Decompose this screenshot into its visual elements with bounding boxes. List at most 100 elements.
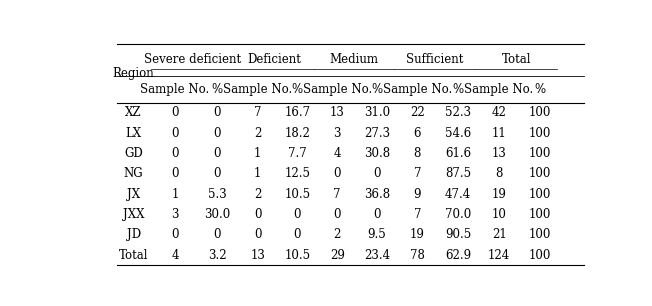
Text: 5.3: 5.3 (207, 188, 226, 201)
Text: 0: 0 (373, 167, 381, 180)
Text: 1: 1 (171, 188, 179, 201)
Text: LX: LX (126, 127, 141, 140)
Text: 100: 100 (529, 147, 551, 160)
Text: 4: 4 (333, 147, 341, 160)
Text: 9: 9 (413, 188, 421, 201)
Text: 0: 0 (171, 106, 179, 119)
Text: Medium: Medium (329, 53, 378, 66)
Text: 100: 100 (529, 208, 551, 221)
Text: Sample No.: Sample No. (303, 83, 372, 96)
Text: 36.8: 36.8 (364, 188, 390, 201)
Text: %: % (211, 83, 222, 96)
Text: 7.7: 7.7 (288, 147, 307, 160)
Text: 19: 19 (410, 228, 424, 241)
Text: Total: Total (501, 53, 531, 66)
Text: 7: 7 (413, 208, 421, 221)
Text: 47.4: 47.4 (445, 188, 471, 201)
Text: %: % (292, 83, 303, 96)
Text: JXX: JXX (123, 208, 145, 221)
Text: 100: 100 (529, 127, 551, 140)
Text: 18.2: 18.2 (284, 127, 310, 140)
Text: 2: 2 (254, 188, 261, 201)
Text: Sample No.: Sample No. (383, 83, 452, 96)
Text: 100: 100 (529, 188, 551, 201)
Text: 10.5: 10.5 (284, 248, 310, 262)
Text: 3: 3 (333, 127, 341, 140)
Text: 10: 10 (492, 208, 507, 221)
Text: 31.0: 31.0 (364, 106, 390, 119)
Text: 0: 0 (171, 147, 179, 160)
Text: Severe deficient: Severe deficient (144, 53, 241, 66)
Text: 12.5: 12.5 (284, 167, 310, 180)
Text: 10.5: 10.5 (284, 188, 310, 201)
Text: 0: 0 (213, 127, 221, 140)
Text: 13: 13 (492, 147, 507, 160)
Text: 54.6: 54.6 (445, 127, 471, 140)
Text: 6: 6 (413, 127, 421, 140)
Text: 0: 0 (213, 167, 221, 180)
Text: GD: GD (125, 147, 143, 160)
Text: 100: 100 (529, 228, 551, 241)
Text: 16.7: 16.7 (284, 106, 310, 119)
Text: 1: 1 (254, 147, 261, 160)
Text: 9.5: 9.5 (368, 228, 386, 241)
Text: 2: 2 (254, 127, 261, 140)
Text: 78: 78 (410, 248, 424, 262)
Text: 0: 0 (254, 228, 261, 241)
Text: 100: 100 (529, 106, 551, 119)
Text: 13: 13 (250, 248, 265, 262)
Text: 0: 0 (213, 106, 221, 119)
Text: 7: 7 (413, 167, 421, 180)
Text: 0: 0 (171, 228, 179, 241)
Text: Sample No.: Sample No. (140, 83, 209, 96)
Text: 21: 21 (492, 228, 507, 241)
Text: 0: 0 (171, 127, 179, 140)
Text: 7: 7 (333, 188, 341, 201)
Text: Sample No.: Sample No. (223, 83, 292, 96)
Text: 62.9: 62.9 (445, 248, 471, 262)
Text: 0: 0 (293, 208, 301, 221)
Text: Sufficient: Sufficient (406, 53, 463, 66)
Text: 0: 0 (213, 228, 221, 241)
Text: 30.0: 30.0 (204, 208, 230, 221)
Text: 8: 8 (496, 167, 503, 180)
Text: 0: 0 (171, 167, 179, 180)
Text: 7: 7 (254, 106, 261, 119)
Text: 0: 0 (254, 208, 261, 221)
Text: 0: 0 (333, 208, 341, 221)
Text: 27.3: 27.3 (364, 127, 390, 140)
Text: 2: 2 (333, 228, 341, 241)
Text: 90.5: 90.5 (445, 228, 471, 241)
Text: %: % (452, 83, 464, 96)
Text: 29: 29 (330, 248, 345, 262)
Text: Region: Region (113, 67, 155, 80)
Text: Sample No.: Sample No. (464, 83, 534, 96)
Text: %: % (372, 83, 383, 96)
Text: 3.2: 3.2 (208, 248, 226, 262)
Text: 0: 0 (293, 228, 301, 241)
Text: 19: 19 (492, 188, 507, 201)
Text: 124: 124 (488, 248, 511, 262)
Text: Deficient: Deficient (248, 53, 301, 66)
Text: 13: 13 (330, 106, 345, 119)
Text: Total: Total (119, 248, 149, 262)
Text: 0: 0 (333, 167, 341, 180)
Text: 4: 4 (171, 248, 179, 262)
Text: 61.6: 61.6 (445, 147, 471, 160)
Text: 1: 1 (254, 167, 261, 180)
Text: 70.0: 70.0 (445, 208, 471, 221)
Text: 3: 3 (171, 208, 179, 221)
Text: 87.5: 87.5 (445, 167, 471, 180)
Text: 30.8: 30.8 (364, 147, 390, 160)
Text: 42: 42 (492, 106, 507, 119)
Text: 52.3: 52.3 (445, 106, 471, 119)
Text: NG: NG (124, 167, 143, 180)
Text: JX: JX (127, 188, 140, 201)
Text: 0: 0 (213, 147, 221, 160)
Text: 8: 8 (413, 147, 421, 160)
Text: XZ: XZ (125, 106, 142, 119)
Text: 23.4: 23.4 (364, 248, 390, 262)
Text: 100: 100 (529, 167, 551, 180)
Text: 0: 0 (373, 208, 381, 221)
Text: JD: JD (126, 228, 141, 241)
